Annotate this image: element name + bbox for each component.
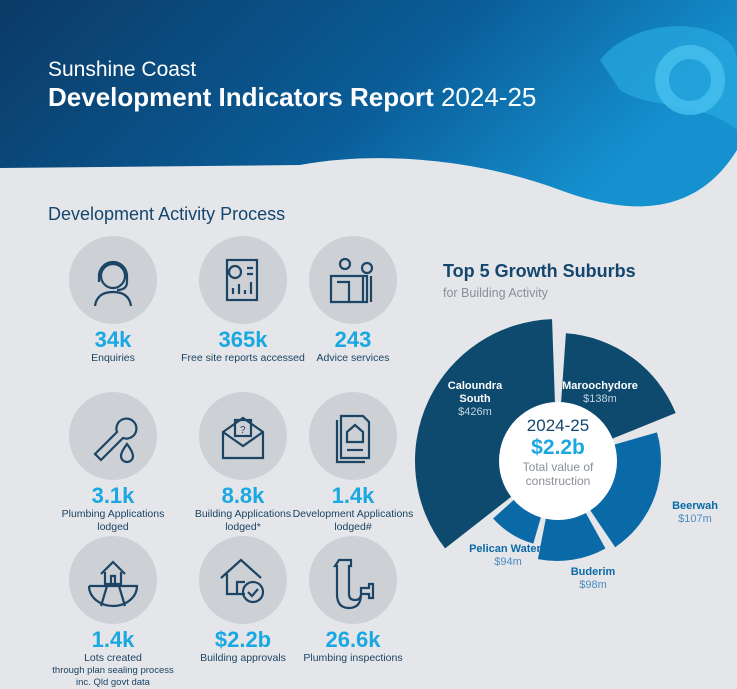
suburb-name: Beerwah <box>672 500 718 512</box>
icon-circle <box>309 536 397 624</box>
process-item: 243 Advice services <box>288 236 418 365</box>
house-lots-icon <box>87 560 139 608</box>
item-value: 1.4k <box>331 483 375 508</box>
icon-circle: ? <box>199 392 287 480</box>
growth-subtitle: for Building Activity <box>443 286 548 300</box>
headset-icon <box>93 260 133 307</box>
item-label: Plumbing Applications lodged <box>61 508 165 533</box>
suburb-name: Caloundra South <box>447 380 503 405</box>
item-value: 34k <box>94 327 132 352</box>
item-value: 26.6k <box>325 627 381 652</box>
item-label: Plumbing inspections <box>303 652 403 664</box>
suburb-value: $98m <box>579 579 607 591</box>
page-title: Development Indicators Report 2024-25 <box>48 82 536 113</box>
icon-circle <box>309 392 397 480</box>
slice-label: Pelican Waters $94m <box>468 543 548 569</box>
wrench-drop-icon <box>93 417 138 464</box>
item-label: Development Applications lodged# <box>292 508 414 533</box>
slice-beerwah <box>584 432 661 548</box>
process-item: $2.2b Building approvals <box>178 536 308 665</box>
pipe-icon <box>332 558 375 610</box>
slice-label: Beerwah $107m <box>655 500 735 526</box>
title-text: Development Indicators Report <box>48 82 434 112</box>
suburb-name: Buderim <box>570 566 616 578</box>
title-year: 2024-25 <box>440 82 537 112</box>
item-sublabel: through plan sealing process inc. Qld go… <box>52 665 174 688</box>
document-house-icon <box>335 414 371 464</box>
item-label: Advice services <box>316 352 390 364</box>
process-item: 1.4k Development Applications lodged# <box>288 392 418 534</box>
icon-circle <box>69 536 157 624</box>
process-item: 1.4k Lots created through plan sealing p… <box>48 536 178 689</box>
header-banner <box>0 0 737 207</box>
process-item: 34k Enquiries <box>48 236 178 365</box>
header-subtitle: Sunshine Coast <box>48 58 197 81</box>
process-item: ? 8.8k Building Applications lodged* <box>178 392 308 534</box>
icon-circle <box>69 236 157 324</box>
item-label: Building approvals <box>200 652 286 664</box>
item-value: 1.4k <box>91 627 135 652</box>
section-title: Development Activity Process <box>48 204 286 224</box>
center-value: $2.2b <box>531 436 585 459</box>
process-item: 26.6k Plumbing inspections <box>288 536 418 665</box>
process-item: 3.1k Plumbing Applications lodged <box>48 392 178 534</box>
item-value: $2.2b <box>214 627 272 652</box>
suburb-value: $94m <box>494 556 522 568</box>
item-label: Building Applications lodged* <box>194 508 292 533</box>
envelope-house-icon: ? <box>221 416 265 460</box>
chart-center: 2024-25 $2.2b Total value of constructio… <box>499 402 617 520</box>
icon-circle <box>199 236 287 324</box>
slice-label: Caloundra South $426m <box>440 380 510 419</box>
counter-service-icon <box>329 257 374 304</box>
growth-title: Top 5 Growth Suburbs <box>443 261 636 281</box>
suburb-value: $426m <box>458 406 492 418</box>
icon-circle <box>199 536 287 624</box>
item-label: Enquiries <box>91 352 135 364</box>
slice-label: Buderim $98m <box>553 566 633 592</box>
center-year: 2024-25 <box>526 416 590 435</box>
item-value: 365k <box>218 327 268 352</box>
icon-circle <box>69 392 157 480</box>
item-value: 3.1k <box>91 483 135 508</box>
item-label: Lots created <box>84 652 142 664</box>
house-check-icon <box>220 558 265 604</box>
center-label: Total value of construction <box>522 460 594 488</box>
suburb-name: Maroochydore <box>562 380 638 392</box>
svg-text:?: ? <box>240 425 246 436</box>
item-value: 243 <box>334 327 372 352</box>
suburb-value: $107m <box>678 513 712 525</box>
process-item: 365k Free site reports accessed <box>178 236 308 365</box>
suburb-value: $138m <box>583 393 617 405</box>
item-label: Free site reports accessed <box>181 352 305 364</box>
report-chart-icon <box>225 258 259 302</box>
icon-circle <box>309 236 397 324</box>
slice-caloundra-south <box>414 319 556 549</box>
suburb-name: Pelican Waters <box>469 543 547 555</box>
item-value: 8.8k <box>221 483 265 508</box>
slice-label: Maroochydore $138m <box>560 380 640 406</box>
